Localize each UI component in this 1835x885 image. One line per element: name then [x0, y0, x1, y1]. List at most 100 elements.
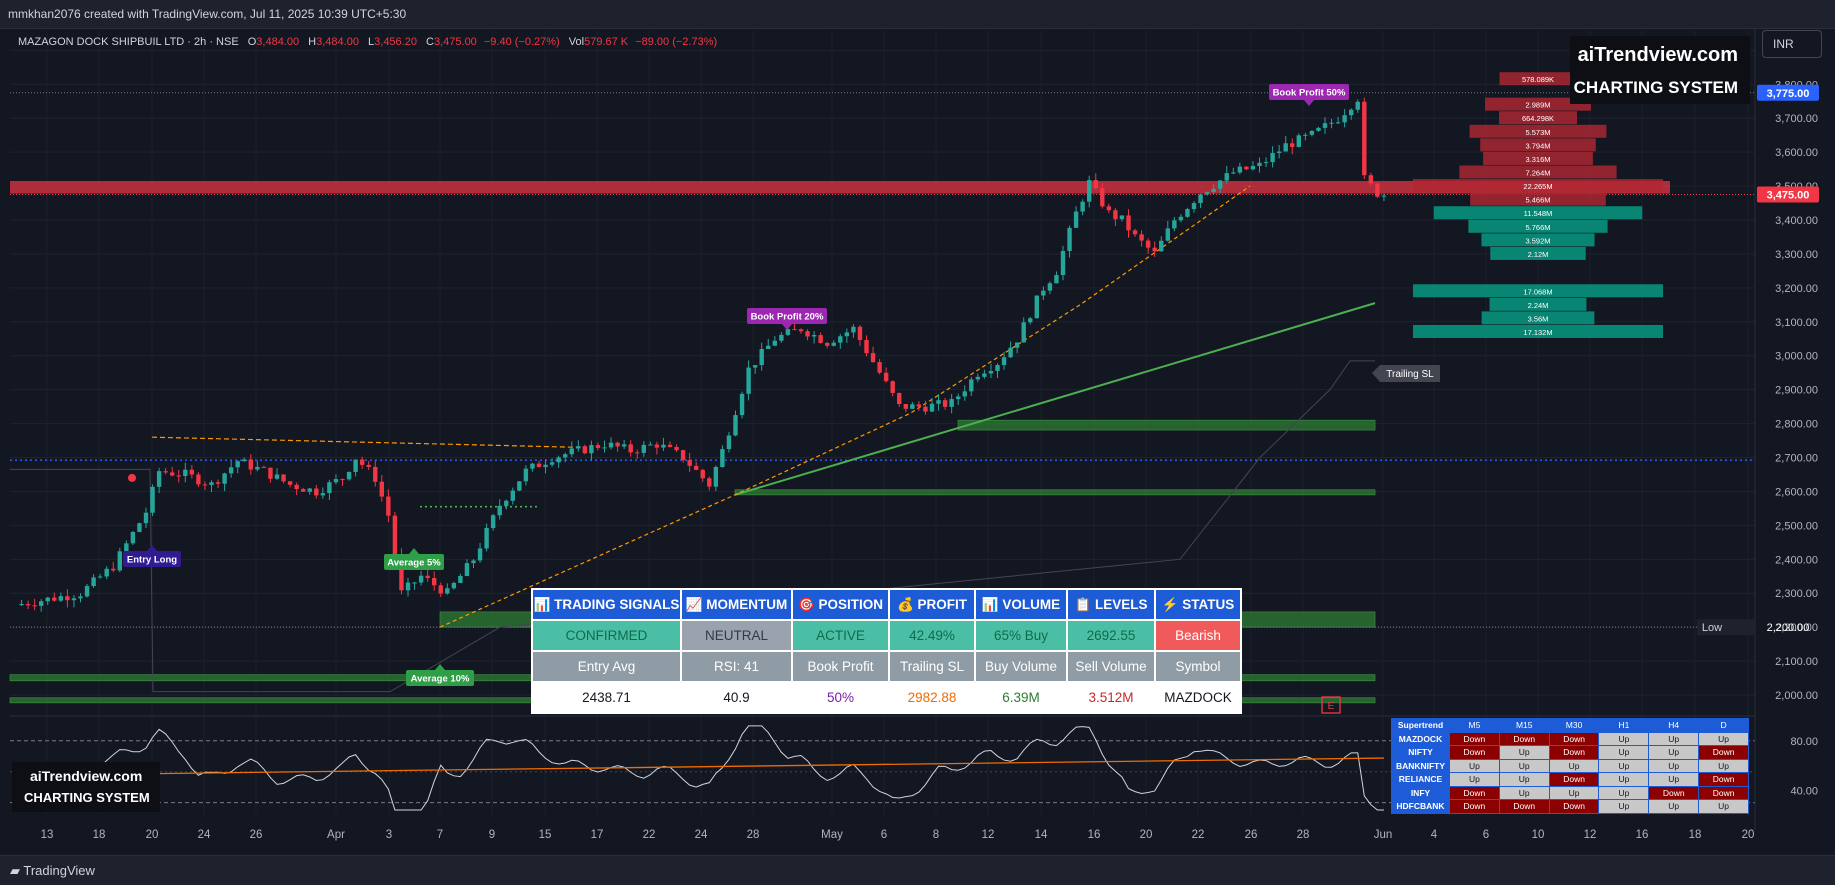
- candle: [628, 444, 633, 453]
- candle: [956, 396, 961, 400]
- candle: [825, 342, 830, 346]
- candle: [1381, 195, 1387, 197]
- candle: [739, 393, 745, 416]
- candle: [1263, 162, 1269, 164]
- x-tick-label: 24: [695, 829, 708, 841]
- candle: [792, 329, 797, 331]
- mtf-cell: Down: [1698, 745, 1749, 760]
- candle: [1139, 234, 1144, 241]
- average-5-label-pointer: [409, 548, 419, 554]
- candle: [314, 488, 319, 496]
- candle: [91, 577, 96, 587]
- candle: [923, 406, 928, 412]
- candle: [942, 400, 948, 407]
- candle: [910, 404, 915, 409]
- mtf-cell: Down: [1648, 785, 1700, 800]
- vol-label: Vol: [568, 36, 585, 48]
- y-tick-label: 2,100.00: [1775, 656, 1818, 668]
- mtf-cell: Up: [1598, 785, 1650, 800]
- candle: [890, 381, 895, 393]
- x-tick-label: Jun: [1374, 829, 1393, 841]
- candle: [1126, 215, 1131, 231]
- candle: [228, 467, 234, 474]
- candle: [510, 490, 515, 501]
- volume-profile-bar: [1469, 124, 1607, 138]
- candle: [366, 464, 371, 467]
- mtf-cell: Up: [1498, 785, 1550, 800]
- candle: [582, 446, 588, 454]
- candle: [602, 447, 607, 449]
- volume-profile-bar: [1490, 246, 1586, 260]
- cell-profit-pct: 42.49%: [888, 619, 976, 652]
- current-price-badge: 3,475.00: [1767, 190, 1810, 202]
- candle: [287, 481, 293, 485]
- mtf-cell: Up: [1598, 799, 1650, 814]
- candle: [1028, 318, 1033, 323]
- candle: [916, 404, 922, 407]
- x-tick-label: 12: [982, 829, 995, 841]
- candle: [746, 367, 751, 394]
- mtf-cell: Up: [1449, 772, 1500, 787]
- mtf-cell: Down: [1498, 799, 1550, 814]
- candle: [294, 484, 299, 490]
- book-profit-50-label-pointer: [1304, 100, 1314, 106]
- candle: [733, 415, 738, 436]
- open-label: O: [247, 36, 257, 48]
- candle: [261, 466, 267, 468]
- mtf-cell: Up: [1648, 772, 1700, 787]
- vol-value: 579.67 K: [584, 36, 629, 48]
- low-tag: Low: [1702, 622, 1722, 634]
- candle: [530, 463, 535, 469]
- mtf-cell: Up: [1498, 745, 1550, 760]
- symbol-legend[interactable]: MAZAGON DOCK SHIPBUIL LTD · 2h · NSE O 3,…: [18, 36, 717, 48]
- candle: [838, 336, 843, 343]
- average-10-label-text: Average 10%: [411, 674, 470, 685]
- candle: [189, 469, 195, 475]
- candle: [667, 444, 673, 448]
- candle: [1191, 203, 1197, 210]
- volume-profile-label: 17.132M: [1523, 328, 1552, 337]
- high-value: 3,484.00: [316, 36, 359, 48]
- candle: [202, 484, 208, 486]
- candle: [1067, 227, 1072, 252]
- candle: [949, 399, 954, 407]
- currency-button[interactable]: INR: [1762, 30, 1822, 58]
- candle: [405, 582, 411, 591]
- candle: [1119, 215, 1125, 220]
- mtf-cell: Up: [1598, 758, 1650, 773]
- volume-profile-label: 17.068M: [1523, 287, 1552, 296]
- x-tick-label: 6: [881, 829, 887, 841]
- mtf-symbol: INFY: [1391, 785, 1450, 800]
- x-tick-label: 26: [250, 829, 263, 841]
- symbol-name[interactable]: MAZAGON DOCK SHIPBUIL LTD · 2h · NSE: [18, 36, 239, 48]
- y-tick-label: 2,200.00: [1775, 622, 1818, 634]
- candle: [111, 568, 116, 571]
- candle: [1316, 127, 1321, 131]
- mtf-hdr-title: Supertrend: [1391, 718, 1450, 733]
- book-profit-20-label: Book Profit 20%: [747, 308, 827, 330]
- mtf-cell: Up: [1598, 731, 1650, 746]
- x-tick-label: 20: [1742, 829, 1755, 841]
- candle: [1054, 275, 1059, 284]
- candle: [726, 435, 732, 450]
- candle: [392, 515, 398, 556]
- candle: [1218, 180, 1223, 189]
- candle: [595, 445, 601, 448]
- candle: [215, 482, 221, 484]
- cell-book-profit: 50%: [791, 681, 890, 714]
- y-tick-label: 2,500.00: [1775, 520, 1818, 532]
- entry-long-label-bg: [123, 551, 181, 567]
- y-tick-label: 3,100.00: [1775, 317, 1818, 329]
- candle: [1047, 283, 1053, 291]
- mtf-cell: Up: [1698, 758, 1749, 773]
- tradingview-logo-text[interactable]: TradingView: [23, 863, 95, 878]
- mtf-cell: Up: [1498, 772, 1550, 787]
- tradingview-logo[interactable]: ▰ TradingView: [10, 863, 95, 878]
- candle: [425, 575, 430, 578]
- hdr-volume: 📊 VOLUME: [974, 588, 1068, 621]
- candle: [1060, 251, 1066, 276]
- mtf-cell: Down: [1698, 772, 1749, 787]
- volume-profile-bar: [1413, 179, 1663, 193]
- volume-profile-bar: [1413, 284, 1663, 298]
- brand-watermark-small: aiTrendview.com CHARTING SYSTEM: [12, 762, 160, 812]
